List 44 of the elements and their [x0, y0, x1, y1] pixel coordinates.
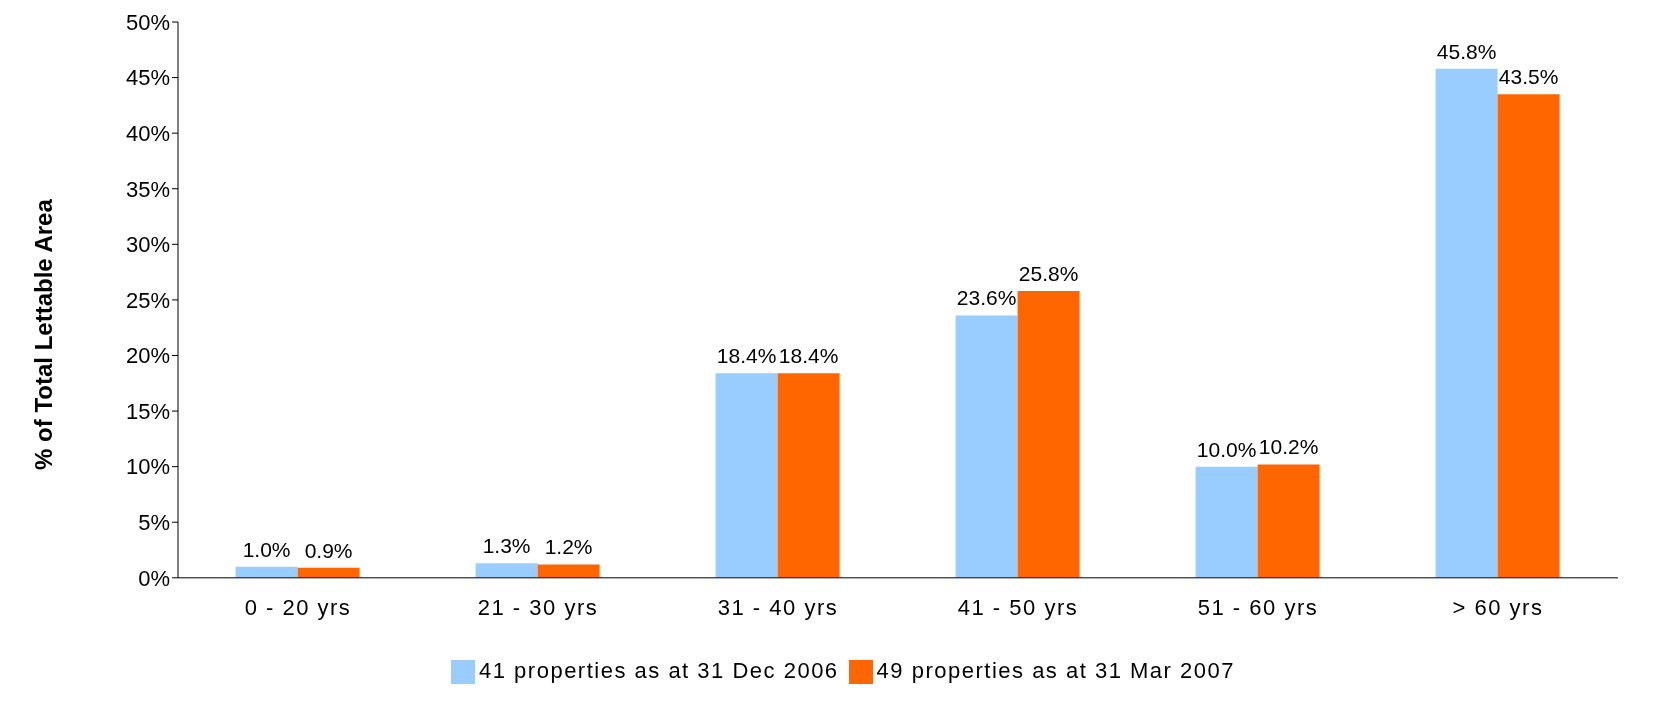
bar	[1497, 94, 1560, 578]
bar	[235, 566, 298, 578]
bar	[955, 315, 1018, 578]
data-label: 43.5%	[1498, 65, 1559, 89]
x-tick-label: 21 - 30 yrs	[477, 595, 599, 621]
bar	[777, 373, 840, 578]
x-tick-label: 41 - 50 yrs	[957, 595, 1079, 621]
bar	[1257, 464, 1320, 578]
y-tick-label: 40%	[125, 120, 170, 146]
x-tick-label: 31 - 40 yrs	[717, 595, 839, 621]
data-label: 1.3%	[482, 534, 531, 558]
x-tick-label: > 60 yrs	[1452, 595, 1544, 621]
legend-label: 41 properties as at 31 Dec 2006	[479, 657, 839, 683]
y-tick-label: 30%	[125, 232, 170, 258]
data-label: 45.8%	[1436, 39, 1497, 63]
bar	[537, 564, 600, 578]
data-label: 10.0%	[1196, 437, 1257, 461]
bar	[297, 567, 360, 578]
bar	[1195, 466, 1258, 578]
data-label: 18.4%	[778, 344, 839, 368]
y-tick-label: 35%	[125, 176, 170, 202]
data-label: 1.2%	[544, 535, 593, 559]
bar	[1017, 291, 1080, 578]
y-tick-label: 15%	[125, 398, 170, 424]
x-tick-label: 51 - 60 yrs	[1197, 595, 1319, 621]
bar	[715, 373, 778, 578]
data-label: 10.2%	[1258, 435, 1319, 459]
bar	[475, 563, 538, 578]
data-label: 18.4%	[716, 344, 777, 368]
y-tick-label: 5%	[138, 510, 170, 536]
y-tick-label: 0%	[138, 565, 170, 591]
bar	[1435, 68, 1498, 578]
legend-label: 49 properties as at 31 Mar 2007	[876, 657, 1235, 683]
y-tick-label: 20%	[125, 343, 170, 369]
y-tick-label: 25%	[125, 287, 170, 313]
y-axis-title: % of Total Lettable Area	[29, 198, 57, 470]
data-label: 23.6%	[956, 286, 1017, 310]
data-label: 0.9%	[304, 538, 353, 562]
data-label: 1.0%	[242, 537, 291, 561]
y-tick-label: 10%	[125, 454, 170, 480]
x-tick-label: 0 - 20 yrs	[244, 595, 352, 621]
y-tick-label: 45%	[125, 65, 170, 91]
y-tick-label: 50%	[125, 9, 170, 35]
data-label: 25.8%	[1018, 262, 1079, 286]
